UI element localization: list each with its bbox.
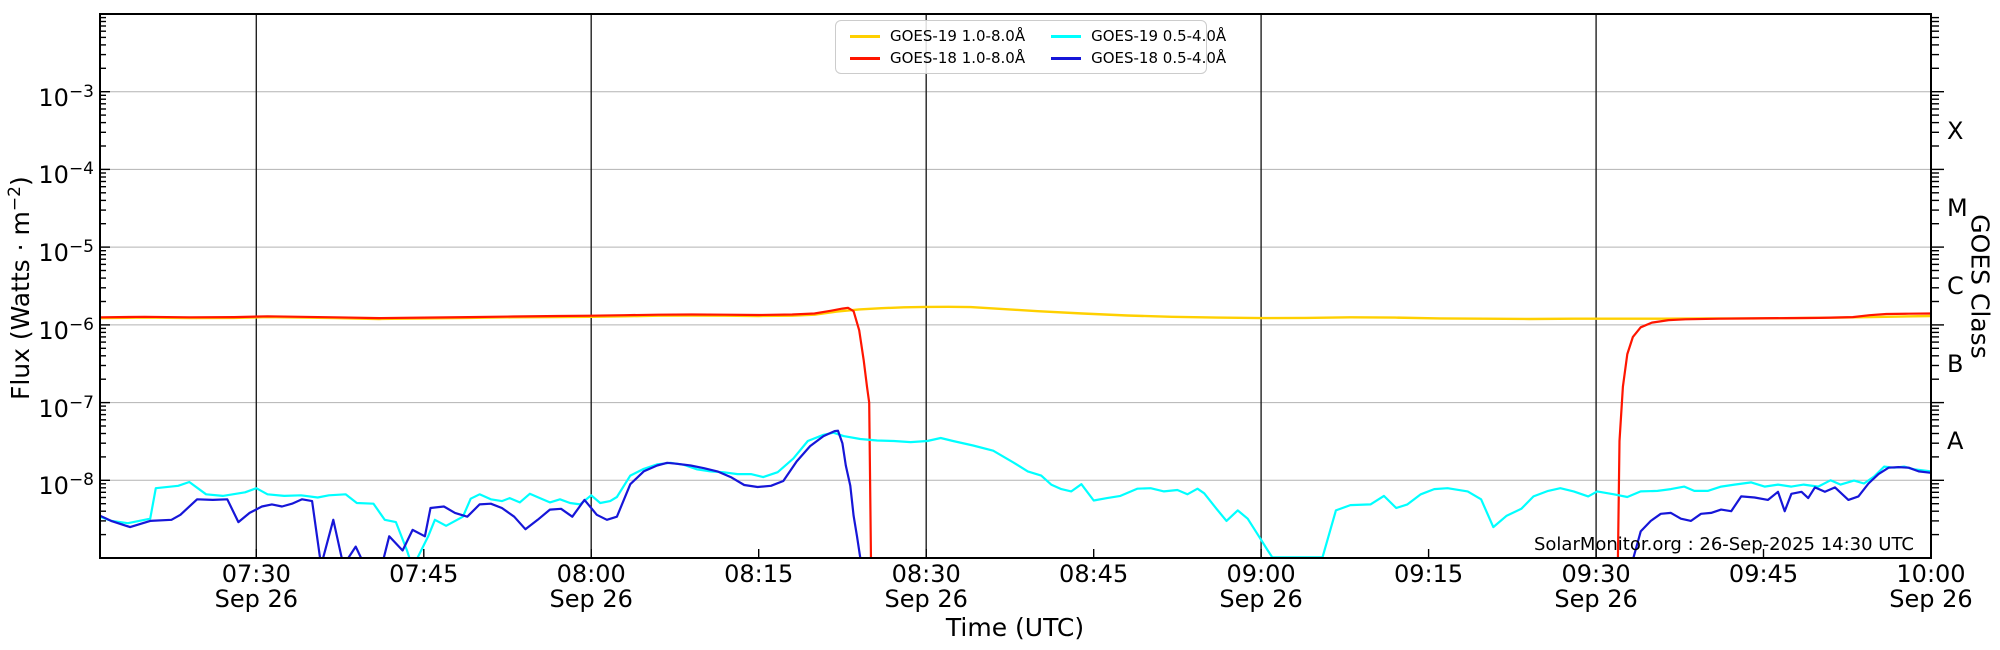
legend-label-goes18-short: GOES-18 0.5-4.0Å — [1091, 49, 1227, 67]
x-tick-label-0830: 08:30 — [891, 560, 961, 588]
y-tick-label-1e-5: 10−5 — [38, 237, 94, 268]
x-tick-date-0730: Sep 26 — [214, 585, 298, 613]
x-tick-label-0945: 09:45 — [1728, 560, 1799, 588]
x-tick-label-0845: 08:45 — [1059, 560, 1129, 588]
series-lines — [100, 305, 1931, 558]
plot-frame — [99, 13, 1932, 559]
x-axis-title: Time (UTC) — [945, 613, 1085, 642]
x-tick-date-0900: Sep 26 — [1219, 585, 1303, 613]
series-line-goes18-short-seg2 — [1632, 466, 1931, 558]
axis-ticks — [100, 16, 1944, 558]
y-tick-label-1e-4: 10−4 — [38, 159, 94, 190]
goes-class-letter-c: C — [1947, 272, 1964, 301]
horizontal-gridlines — [100, 91, 1931, 481]
legend-item-goes19-short: GOES-19 0.5-4.0Å — [1051, 26, 1226, 46]
y-axis-title-prefix: Flux (Watts · m — [6, 211, 36, 401]
y-axis-title: Flux (Watts · m−2) — [5, 138, 35, 438]
legend-swatch-goes18-long — [850, 56, 880, 60]
y-tick-label-1e-6: 10−6 — [38, 314, 94, 345]
goes-class-letter-m: M — [1947, 194, 1968, 223]
legend: GOES-19 1.0-8.0Å GOES-19 0.5-4.0Å GOES-18 … — [835, 20, 1226, 74]
legend-label-goes18-long: GOES-18 1.0-8.0Å — [890, 49, 1026, 67]
legend-item-goes19-long: GOES-19 1.0-8.0Å — [850, 26, 1025, 46]
y-tick-label-1e-3: 10−3 — [38, 81, 94, 112]
legend-swatch-goes18-short — [1051, 56, 1082, 60]
legend-label-goes19-short: GOES-19 0.5-4.0Å — [1091, 27, 1227, 45]
y-tick-label-1e-8: 10−8 — [38, 470, 94, 501]
x-tick-label-0915: 09:15 — [1393, 560, 1464, 588]
x-tick-date-0930: Sep 26 — [1554, 585, 1638, 613]
right-axis-title: GOES Class — [1965, 214, 1995, 359]
series-line-goes19-short — [100, 431, 1931, 558]
vertical-gridlines — [255, 14, 1597, 558]
source-timestamp: SolarMonitor.org : 26-Sep-2025 14:30 UTC — [1533, 534, 1914, 555]
x-tick-label-0815: 08:15 — [724, 560, 794, 588]
y-axis-title-suffix: ) — [6, 176, 36, 187]
legend-swatch-goes19-short — [1051, 34, 1082, 38]
series-line-goes18-long-seg2 — [1616, 312, 1931, 558]
plot-background — [100, 14, 1931, 558]
y-tick-label-1e-7: 10−7 — [38, 392, 94, 423]
legend-item-goes18-long: GOES-18 1.0-8.0Å — [850, 48, 1025, 68]
x-tick-label-1000: 10:00 — [1896, 560, 1966, 588]
x-tick-label-0800: 08:00 — [556, 560, 626, 588]
x-tick-label-0730: 07:30 — [221, 560, 291, 588]
goes-class-letter-x: X — [1947, 116, 1964, 145]
x-tick-date-0800: Sep 26 — [549, 585, 633, 613]
series-line-goes18-long-seg1 — [100, 306, 873, 558]
x-tick-label-0900: 09:00 — [1226, 560, 1296, 588]
y-axis-title-exponent: −2 — [4, 186, 25, 212]
x-tick-label-0745: 07:45 — [389, 560, 459, 588]
legend-swatch-goes19-long — [850, 34, 880, 38]
x-tick-label-0930: 09:30 — [1561, 560, 1631, 588]
x-tick-date-1000: Sep 26 — [1889, 585, 1973, 613]
legend-item-goes18-short: GOES-18 0.5-4.0Å — [1051, 48, 1226, 68]
goes-class-letter-a: A — [1947, 427, 1964, 456]
legend-label-goes19-long: GOES-19 1.0-8.0Å — [890, 27, 1026, 45]
goes-class-letter-b: B — [1947, 349, 1964, 378]
x-tick-date-0830: Sep 26 — [884, 585, 968, 613]
series-line-goes18-short-seg1 — [100, 429, 862, 558]
